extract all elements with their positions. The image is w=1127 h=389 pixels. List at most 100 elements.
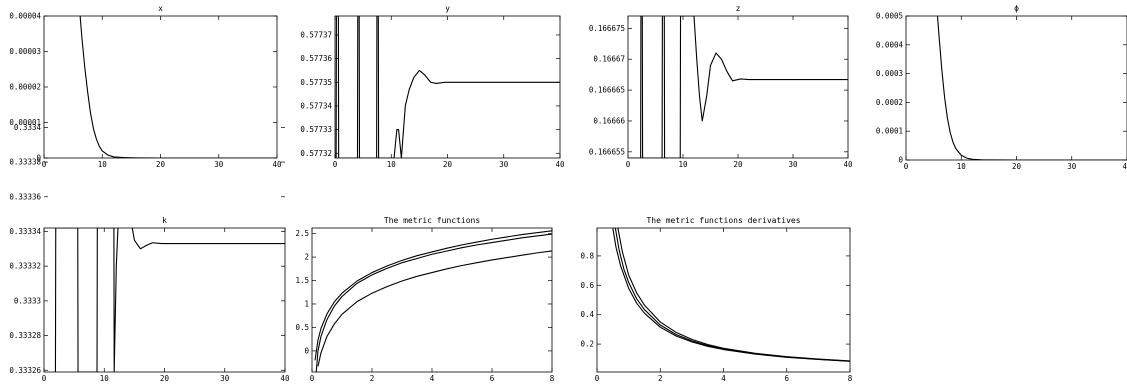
y-tick-label: 0.4 [580,310,594,319]
y-tick-label: 0.00004 [9,12,41,21]
x-tick-label: 20 [156,160,166,169]
x-tick-label: 30 [220,374,230,383]
y-tick-label: 2 [304,253,309,262]
series-line-1 [936,16,1127,160]
x-tick-label: 30 [1067,162,1077,171]
y-tick-label: 0.166675 [589,24,625,33]
y-tick-label: 1 [304,299,309,308]
x-tick-label: 10 [98,160,108,169]
panel-y: y 0 10 20 30 40 0.57732 0.57733 0.57734 0.57735 0.… [300,4,565,169]
plot-frame [627,15,849,159]
panel-k: k 0 10 20 30 40 0.33326 0.33328 0.3333 0.33332 0.3… [9,123,290,383]
x-tick-label: 6 [490,374,495,383]
y-tick-label: 0.00002 [9,83,41,92]
x-tick-label: 40 [272,160,282,169]
y-tick-label: 0.0001 [876,127,903,136]
x-tick-label: 0 [904,162,909,171]
y-tick-label: 0.33336 [9,192,41,201]
series-line-1 [629,16,848,158]
y-tick-label: 0.00003 [9,47,41,56]
y-tick-label: 0.3333 [14,296,41,305]
x-tick-label: 30 [499,160,509,169]
chart-title: z [736,4,741,13]
x-tick-label: 20 [443,160,453,169]
series-line-1 [314,230,552,361]
panel-x: x 0 10 20 30 40 0 0.00001 0.00002 0.00003 0.00004 [9,4,282,169]
y-tick-label: 0.33338 [9,158,41,167]
y-tick-label: 1.5 [295,276,309,285]
series-line-2 [614,228,850,362]
y-tick-label: 0.0002 [876,98,903,107]
y-tick-label: 0.16666 [593,116,625,125]
y-tick-label: 0.33326 [9,366,41,375]
y-tick-label: 0.57736 [300,54,332,63]
series-line-2 [315,233,552,372]
panel-phi: ϕ 0 10 20 30 40 0 0.0001 0.0002 0.0003 0.0004 0.000… [876,4,1127,171]
y-tick-label: 0.0005 [876,12,903,21]
x-tick-label: 40 [280,374,290,383]
x-tick-label: 0 [310,374,315,383]
x-tick-label: 6 [784,374,789,383]
plot-frame [43,227,286,373]
series-line-1 [335,16,560,158]
chart-title: ϕ [1014,4,1019,13]
panel-metric-functions: The metric functions 0 2 4 6 8 0 0.5 1 1.5 2 2.5 [295,216,554,383]
plot-frame [334,15,561,159]
chart-title: y [445,4,450,13]
y-tick-label: 0.5 [295,323,309,332]
y-tick-label: 0 [304,346,309,355]
panel-metric-functions-derivatives: The metric functions derivatives 0 2 4 6 8 0.2… [580,216,852,383]
y-tick-label: 0 [898,156,903,165]
chart-title: The metric functions derivatives [646,216,800,225]
y-tick-label: 0.57732 [300,149,332,158]
x-tick-label: 8 [848,374,853,383]
y-tick-label: 0.8 [580,251,594,260]
plot-frame [43,15,278,159]
y-tick-label: 0.6 [580,281,594,290]
x-tick-label: 20 [733,160,743,169]
series-line-1 [79,16,277,158]
y-tick-label: 0.166655 [589,147,625,156]
x-tick-label: 40 [843,160,853,169]
series-line-3 [617,228,850,362]
y-tick-label: 0.57735 [300,78,332,87]
x-tick-label: 10 [957,162,967,171]
y-tick-label: 0.3334 [14,123,42,132]
y-tick-label: 2.5 [295,229,309,238]
x-tick-label: 0 [626,160,631,169]
x-tick-label: 10 [100,374,110,383]
x-tick-label: 0 [333,160,338,169]
y-tick-label: 0.33332 [9,262,41,271]
y-tick-label: 0.57733 [300,125,332,134]
panel-z: z 0 10 20 30 40 0.166655 0.16666 0.166665 0.16667… [589,4,853,169]
y-tick-label: 0.33328 [9,331,41,340]
plot-frame [311,227,553,373]
y-tick-label: 0.00001 [9,118,41,127]
y-tick-label: 0.16667 [593,55,625,64]
x-tick-label: 0 [42,374,47,383]
y-tick-label: 0 [36,154,41,163]
series-line-1 [54,228,285,372]
x-tick-label: 20 [160,374,170,383]
x-tick-label: 40 [555,160,565,169]
x-tick-label: 30 [788,160,798,169]
x-tick-label: 8 [550,374,555,383]
series-line-1 [612,228,850,362]
x-tick-label: 2 [370,374,375,383]
y-tick-label: 0.33334 [9,227,41,236]
x-tick-label: 10 [387,160,397,169]
y-tick-label: 0.0004 [876,40,904,49]
x-tick-label: 4 [721,374,726,383]
x-tick-label: 20 [1012,162,1022,171]
y-tick-label: 0.57737 [300,30,332,39]
x-tick-label: 0 [42,160,47,169]
x-tick-label: 40 [1122,162,1127,171]
y-tick-label: 0.2 [580,340,594,349]
y-tick-label: 0.0003 [876,69,903,78]
y-tick-label: 0.166665 [589,86,625,95]
x-tick-label: 10 [678,160,688,169]
x-tick-label: 4 [430,374,435,383]
y-tick-label: 0.57734 [300,101,332,110]
x-tick-label: 2 [658,374,663,383]
